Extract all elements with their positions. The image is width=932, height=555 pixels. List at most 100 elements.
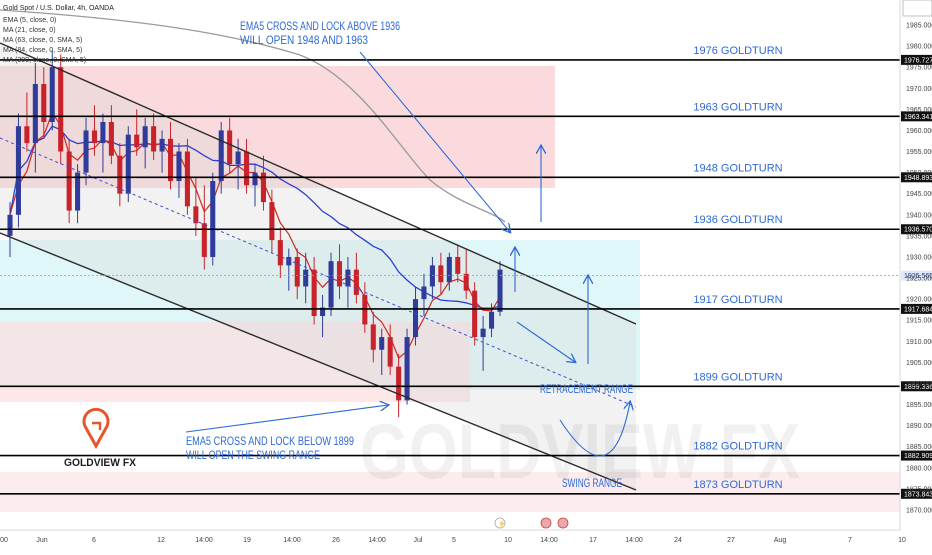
time-tick-11: 10 [504,537,512,544]
candle-body-34 [294,256,300,287]
candle-body-15 [134,134,140,148]
time-tick-19: 10 [898,537,906,544]
price-tick-1975: 1975.000 [906,65,932,72]
indicator-label-3: MA (84, close, 0, SMA, 5) [3,47,82,54]
candle-body-22 [193,206,199,224]
indicator-label-4: MA (200, close, 0, SMA, 5) [3,57,86,64]
time-tick-18: 7 [848,537,852,544]
candle-body-54 [463,273,469,291]
level-tag-6: 1882.909 [904,453,932,460]
candle-body-36 [311,269,317,316]
price-axis-menu-button[interactable] [902,0,932,17]
event-us-flag-icon[interactable] [540,517,552,529]
price-tick-1885: 1885.000 [906,444,932,451]
level-tag-3: 1936.570 [904,227,932,234]
level-label-1: 1963 GOLDTURN [693,101,782,113]
candle-body-43 [370,324,376,350]
event-us-flag-icon-2[interactable] [557,517,569,529]
candle-body-32 [277,240,283,266]
candle-body-45 [387,337,393,367]
level-tag-2: 1948.893 [904,175,932,182]
level-tag-4: 1917.684 [904,306,932,313]
candle-body-35 [303,269,309,287]
time-tick-3: 12 [157,537,165,544]
candle-body-31 [269,202,275,241]
price-tick-1870: 1870.000 [906,508,932,515]
level-tag-bg-2 [901,172,932,183]
level-tag-bg-6 [901,450,932,461]
price-tick-1920: 1920.000 [906,297,932,304]
candle-body-25 [218,130,224,182]
candle-body-27 [235,151,241,165]
level-tag-7: 1873.843 [904,491,932,498]
price-tick-1930: 1930.000 [906,254,932,261]
indicator-label-1: MA (21, close, 0) [3,27,56,34]
bottom-zone [0,472,900,512]
candle-body-51 [438,265,444,283]
level-tag-bg-1 [901,111,932,122]
time-tick-9: Jul [414,537,423,544]
time-axis[interactable]: 00 Jun 6 12 14:00 19 14:00 26 14:00 Jul 5 10 14:00 17… [0,537,906,544]
level-label-2: 1948 GOLDTURN [693,162,782,174]
candle-body-19 [167,138,174,182]
candle-body-48 [412,299,419,338]
price-tick-1965: 1965.000 [906,107,932,114]
time-tick-5: 19 [243,537,251,544]
price-tick-1970: 1970.000 [906,86,932,93]
price-tick-1895: 1895.000 [906,402,932,409]
level-tag-bg-0 [901,54,932,65]
channel-upper-line [0,42,637,325]
watermark-text: GOLDVIEW FX [360,407,800,495]
lightning-glyph: ⚡ [498,519,507,528]
price-tick-1875: 1875.000 [906,486,932,493]
current-price-tag: 1925.565 [904,273,932,280]
price-tick-1880: 1880.000 [906,465,932,472]
level-tag-bg-5 [901,381,932,392]
annotation-swing-range: SWING RANGE [562,476,622,490]
price-tick-1935: 1935.000 [906,233,932,240]
level-tag-bg-7 [901,488,932,499]
resistance-zone [0,66,555,188]
candle-body-26 [227,130,233,165]
candle-body-6 [58,67,64,152]
time-tick-0: 00 [0,537,8,544]
candle-body-37 [320,307,326,316]
candle-body-0 [7,214,13,236]
time-tick-1: Jun [36,537,47,544]
candle-body-38 [328,261,334,308]
candle-body-1 [15,126,21,215]
price-levels: 1976 GOLDTURN 1976.727 1963 GOLDTURN 1963.3… [0,45,932,499]
goldview-logo: GOLDVIEW FX [64,407,137,469]
chart-title: Gold Spot / U.S. Dollar, 4h, OANDA [3,5,114,12]
annotation-bottom-line1: EMA5 CROSS AND LOCK BELOW 1899 [186,434,354,448]
time-tick-17: Aug [774,537,787,544]
price-tick-1985: 1985.000 [906,23,932,30]
candle-body-13 [117,155,123,194]
price-tick-1925: 1925.000 [906,276,932,283]
candle-body-41 [353,269,359,295]
candle-body-46 [396,366,402,401]
event-lightning-icon[interactable] [494,517,506,529]
time-tick-8: 14:00 [368,537,386,544]
annotation-top-line1: EMA5 CROSS AND LOCK ABOVE 1936 [240,19,400,33]
candle-body-47 [404,337,410,401]
candle-body-23 [201,223,207,257]
candle-body-16 [142,126,148,148]
indicator-label-0: EMA (5, close, 0) [3,17,56,24]
level-label-3: 1936 GOLDTURN [693,214,782,226]
price-tick-1905: 1905.000 [906,360,932,367]
level-tag-5: 1899.336 [904,384,932,391]
candle-body-24 [210,181,216,257]
candle-body-33 [286,256,292,266]
indicator-label-2: MA (63, close, 0, SMA, 5) [3,37,82,44]
annotation-retracement-range: RETRACEMENT RANGE [540,382,633,396]
candle-body-53 [455,256,461,274]
time-tick-14: 14:00 [625,537,643,544]
watermark: GOLDVIEW FX [360,407,800,495]
price-axis[interactable]: 1870.000 1875.000 1880.000 1885.000 1890.000… [906,23,932,515]
candle-body-40 [345,269,351,287]
candle-body-7 [66,151,72,211]
price-tick-1960: 1960.000 [906,128,932,135]
